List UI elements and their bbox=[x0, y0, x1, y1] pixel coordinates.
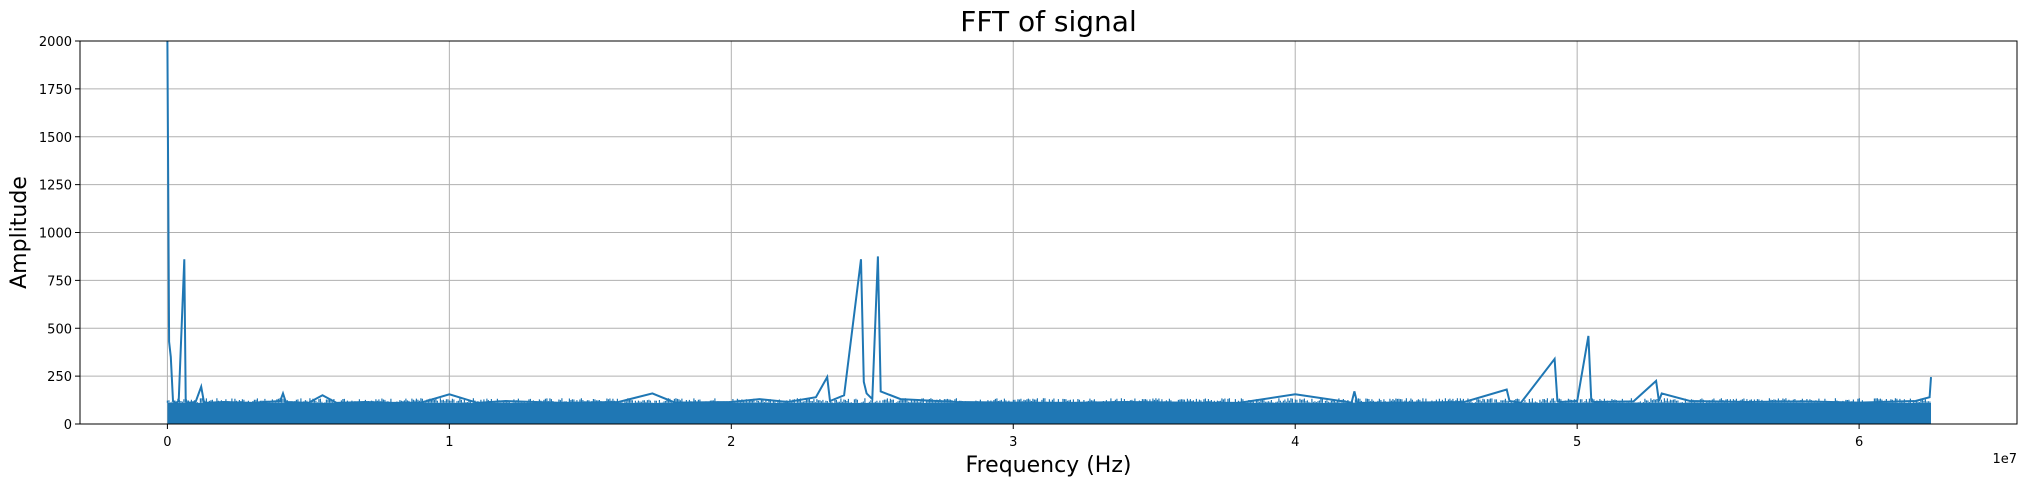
y-tick-label: 1500 bbox=[39, 131, 72, 146]
x-tick-label: 2 bbox=[727, 435, 735, 450]
series-line bbox=[166, 40, 1932, 405]
x-tick-label: 1 bbox=[445, 435, 453, 450]
y-axis-ticks: 0 250 500 750 1000 1250 1500 1750 2000 bbox=[39, 35, 80, 433]
y-axis-title: Amplitude bbox=[7, 176, 32, 289]
y-tick-label: 1750 bbox=[39, 83, 72, 98]
y-tick-label: 1000 bbox=[39, 227, 72, 242]
x-tick-label: 5 bbox=[1573, 435, 1581, 450]
x-axis-ticks: 0 1 2 3 4 5 6 bbox=[163, 424, 1863, 450]
x-axis-offset-label: 1e7 bbox=[1992, 452, 2017, 467]
grid bbox=[80, 40, 2017, 425]
y-tick-label: 1250 bbox=[39, 179, 72, 194]
x-tick-label: 6 bbox=[1855, 435, 1863, 450]
x-tick-label: 0 bbox=[163, 435, 171, 450]
chart-title: FFT of signal bbox=[960, 5, 1136, 38]
y-tick-label: 500 bbox=[47, 322, 72, 337]
noise-floor bbox=[167, 402, 1932, 424]
x-tick-label: 3 bbox=[1009, 435, 1017, 450]
y-tick-label: 750 bbox=[47, 274, 72, 289]
y-tick-label: 250 bbox=[47, 370, 72, 385]
x-tick-label: 4 bbox=[1291, 435, 1299, 450]
y-tick-label: 0 bbox=[64, 418, 72, 433]
x-axis-title: Frequency (Hz) bbox=[966, 453, 1132, 478]
y-tick-label: 2000 bbox=[39, 35, 72, 50]
